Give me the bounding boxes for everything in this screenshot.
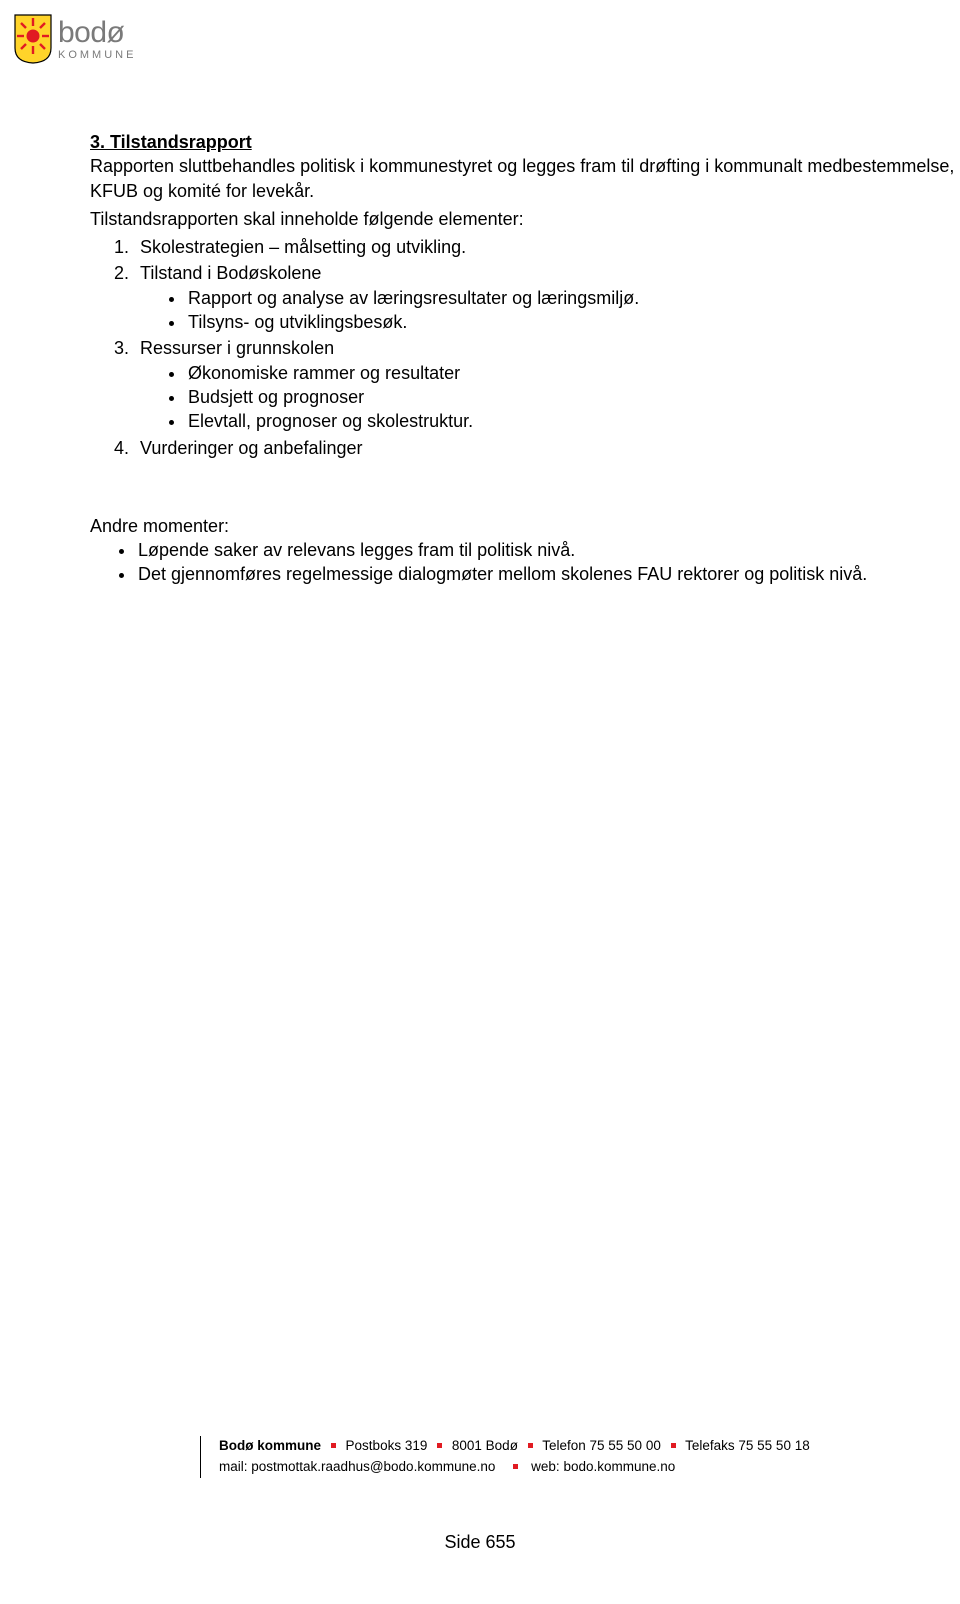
page-footer: Bodø kommune Postboks 319 8001 Bodø Tele…: [200, 1436, 880, 1478]
sub-list-item: Tilsyns- og utviklingsbesøk.: [186, 310, 960, 334]
document-body: 3. Tilstandsrapport Rapporten sluttbehan…: [90, 130, 960, 587]
bullet-list: Løpende saker av relevans legges fram ti…: [136, 538, 960, 587]
section-intro-1: Rapporten sluttbehandles politisk i komm…: [90, 154, 960, 203]
list-item: Vurderinger og anbefalinger: [134, 436, 960, 460]
subsection-heading: Andre momenter:: [90, 514, 960, 538]
footer-line-2: mail: postmottak.raadhus@bodo.kommune.no…: [219, 1457, 880, 1478]
footer-postboks: Postboks 319: [346, 1438, 428, 1453]
numbered-list: Skolestrategien – målsetting og utviklin…: [134, 235, 960, 460]
sub-list: Økonomiske rammer og resultater Budsjett…: [186, 361, 960, 434]
footer-org: Bodø kommune: [219, 1438, 321, 1453]
wordmark: bodø KOMMUNE: [58, 18, 136, 61]
separator-dot-icon: [671, 1443, 676, 1448]
page-number: Side 655: [0, 1532, 960, 1553]
footer-mail: postmottak.raadhus@bodo.kommune.no: [251, 1459, 495, 1474]
sub-list-item: Budsjett og prognoser: [186, 385, 960, 409]
separator-dot-icon: [528, 1443, 533, 1448]
crest-icon: [14, 14, 52, 64]
sub-list: Rapport og analyse av læringsresultater …: [186, 286, 960, 335]
section-heading: 3. Tilstandsrapport: [90, 130, 960, 154]
footer-postnr: 8001 Bodø: [452, 1438, 518, 1453]
footer-line-1: Bodø kommune Postboks 319 8001 Bodø Tele…: [219, 1436, 880, 1457]
sub-list-item: Økonomiske rammer og resultater: [186, 361, 960, 385]
list-item-label: Vurderinger og anbefalinger: [140, 438, 363, 458]
bullet-item: Løpende saker av relevans legges fram ti…: [136, 538, 960, 562]
footer-telefaks: Telefaks 75 55 50 18: [685, 1438, 810, 1453]
separator-dot-icon: [513, 1464, 518, 1469]
list-item-label: Tilstand i Bodøskolene: [140, 263, 321, 283]
footer-mail-label: mail:: [219, 1459, 251, 1474]
footer-web: bodo.kommune.no: [563, 1459, 675, 1474]
list-item-label: Skolestrategien – målsetting og utviklin…: [140, 237, 466, 257]
bullet-item: Det gjennomføres regelmessige dialogmøte…: [136, 562, 960, 586]
wordmark-bottom: KOMMUNE: [58, 50, 136, 61]
list-item: Tilstand i Bodøskolene Rapport og analys…: [134, 261, 960, 334]
list-item: Skolestrategien – målsetting og utviklin…: [134, 235, 960, 259]
sub-list-item: Elevtall, prognoser og skolestruktur.: [186, 409, 960, 433]
separator-dot-icon: [437, 1443, 442, 1448]
list-item-label: Ressurser i grunnskolen: [140, 338, 334, 358]
section-intro-2: Tilstandsrapporten skal inneholde følgen…: [90, 207, 960, 231]
header-logo: bodø KOMMUNE: [14, 14, 136, 64]
footer-web-label: web:: [531, 1459, 563, 1474]
sub-list-item: Rapport og analyse av læringsresultater …: [186, 286, 960, 310]
list-item: Ressurser i grunnskolen Økonomiske ramme…: [134, 336, 960, 433]
footer-telefon: Telefon 75 55 50 00: [542, 1438, 661, 1453]
wordmark-top: bodø: [58, 18, 136, 48]
separator-dot-icon: [331, 1443, 336, 1448]
